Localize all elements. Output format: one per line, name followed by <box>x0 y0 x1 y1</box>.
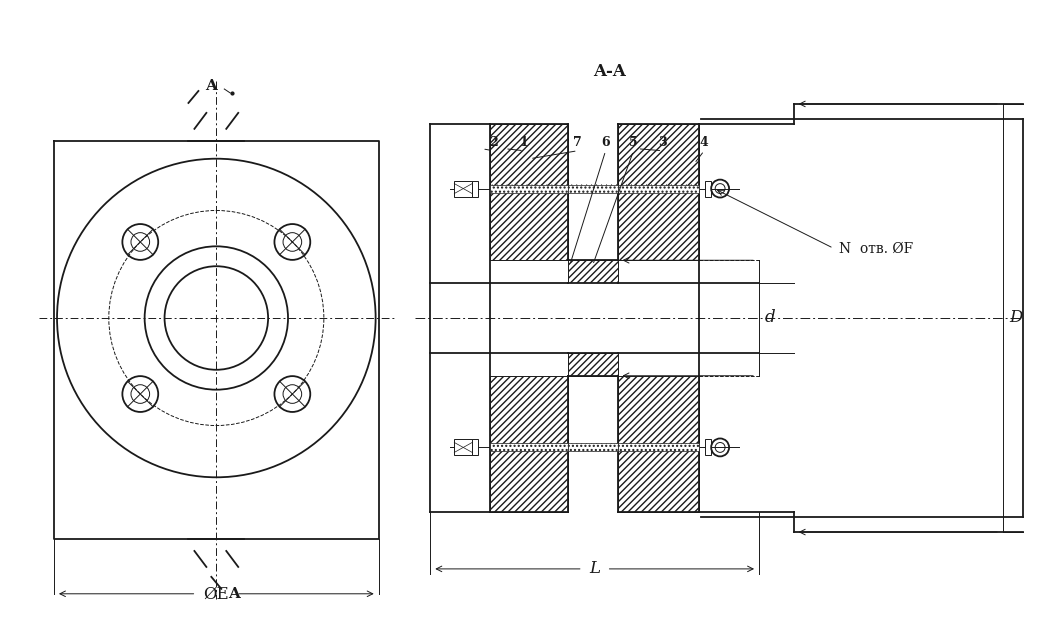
Bar <box>491 376 568 512</box>
Bar <box>618 124 699 260</box>
Text: A: A <box>205 79 218 93</box>
Bar <box>618 376 699 512</box>
Bar <box>705 181 711 197</box>
Bar <box>454 181 472 197</box>
Text: 3: 3 <box>658 136 667 149</box>
Text: 6: 6 <box>601 136 610 149</box>
Text: 1: 1 <box>520 136 528 149</box>
Text: D: D <box>1009 310 1022 326</box>
Text: N  отв. ØF: N отв. ØF <box>839 241 913 255</box>
Bar <box>705 439 711 455</box>
Bar <box>454 439 472 455</box>
Text: 5: 5 <box>629 136 638 149</box>
Text: A: A <box>228 587 241 601</box>
Bar <box>491 443 568 452</box>
Text: d: d <box>765 310 776 326</box>
Text: ØE: ØE <box>203 585 229 602</box>
Bar <box>618 443 699 452</box>
Bar <box>568 353 618 376</box>
Bar <box>618 184 699 193</box>
Bar <box>568 443 618 452</box>
Text: 7: 7 <box>573 136 582 149</box>
Bar <box>491 124 568 260</box>
Bar <box>472 181 478 197</box>
Bar <box>568 260 618 283</box>
Bar <box>491 184 568 193</box>
Bar <box>485 283 704 353</box>
Bar <box>568 184 618 193</box>
Text: A-A: A-A <box>593 62 626 80</box>
Text: 4: 4 <box>700 136 708 149</box>
Text: 2: 2 <box>488 136 498 149</box>
Text: L: L <box>589 560 600 577</box>
Bar <box>472 439 478 455</box>
